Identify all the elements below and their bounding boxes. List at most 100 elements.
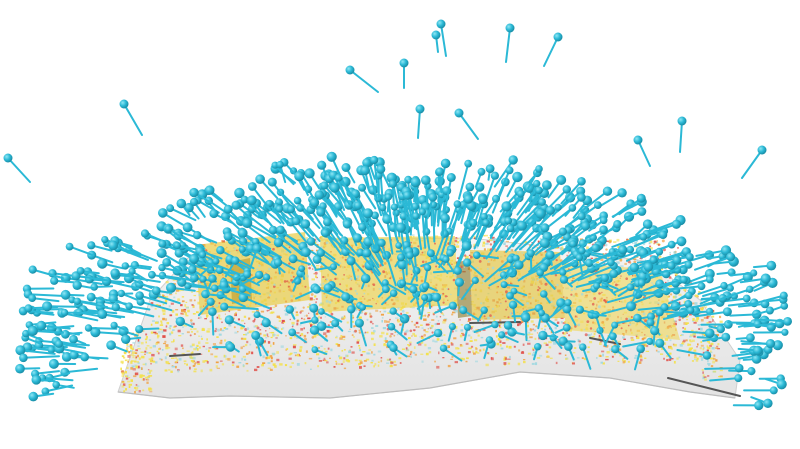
cloud-point: [660, 353, 664, 355]
wall-speckle: [214, 329, 217, 333]
cloud-point: [149, 369, 153, 372]
camera-marker: [521, 313, 531, 342]
cloud-point: [400, 307, 404, 310]
cloud-point: [577, 339, 580, 342]
cloud-point: [121, 355, 125, 358]
camera-marker: [341, 292, 358, 302]
cloud-point: [562, 322, 566, 325]
cloud-point: [275, 337, 278, 339]
cloud-point: [668, 358, 672, 361]
cloud-point: [617, 246, 620, 249]
camera-marker: [498, 331, 519, 343]
wall-speckle: [227, 308, 231, 311]
cloud-point: [387, 359, 391, 361]
wall-speckle: [670, 293, 673, 296]
wall-speckle: [656, 240, 659, 242]
camera-marker: [549, 299, 572, 319]
cloud-point: [617, 340, 621, 343]
cloud-point: [197, 301, 200, 305]
cloud-point: [468, 258, 472, 261]
wall-speckle: [501, 297, 504, 300]
cloud-point: [688, 354, 690, 357]
cloud-point: [246, 340, 249, 344]
cloud-point: [126, 375, 129, 377]
cloud-point: [186, 331, 190, 334]
wall-speckle: [203, 305, 205, 307]
cloud-point: [166, 322, 170, 325]
cloud-point: [149, 375, 153, 377]
cloud-point: [196, 311, 199, 314]
cloud-point: [278, 317, 281, 320]
cloud-point: [664, 338, 669, 341]
camera-marker: [22, 329, 44, 342]
wall-speckle: [532, 297, 534, 299]
cloud-point: [215, 361, 219, 364]
cloud-point: [389, 358, 392, 361]
cloud-point: [224, 339, 227, 342]
wall-speckle: [504, 300, 507, 303]
cloud-point: [602, 362, 605, 365]
cloud-point: [703, 376, 707, 378]
camera-marker: [593, 282, 614, 292]
cloud-point: [454, 361, 458, 364]
cloud-point: [475, 331, 479, 334]
wall-speckle: [405, 329, 409, 333]
wall-speckle: [612, 306, 615, 309]
wall-speckle: [198, 282, 202, 286]
wall-speckle: [438, 323, 440, 325]
cloud-point: [529, 333, 534, 335]
wall-speckle: [463, 266, 466, 269]
cloud-point: [499, 344, 502, 347]
camera-marker: [320, 181, 342, 205]
cloud-point: [694, 356, 697, 359]
cloud-point: [493, 319, 496, 322]
cloud-point: [132, 368, 136, 371]
cloud-point: [491, 236, 495, 240]
wall-speckle: [459, 298, 461, 300]
wall-speckle: [516, 277, 519, 280]
wall-speckle: [442, 301, 445, 304]
cloud-point: [136, 385, 140, 387]
cloud-point: [314, 333, 318, 336]
cloud-point: [131, 348, 135, 350]
wall-speckle: [462, 333, 465, 337]
cloud-point: [465, 360, 468, 363]
camera-marker: [384, 193, 393, 226]
wall-speckle: [417, 245, 420, 248]
cloud-point: [161, 349, 164, 351]
wall-speckle: [476, 266, 479, 269]
cloud-point: [315, 298, 318, 300]
cloud-point: [587, 351, 590, 354]
cloud-point: [663, 342, 667, 345]
wall-speckle: [604, 300, 608, 304]
wall-speckle: [389, 335, 392, 338]
camera-marker: [462, 258, 485, 278]
camera-marker: [418, 208, 427, 249]
wall-speckle: [585, 294, 589, 297]
cloud-point: [366, 352, 370, 355]
camera-marker: [560, 177, 586, 205]
cloud-point: [532, 328, 535, 331]
cloud-point: [171, 357, 175, 359]
cloud-point: [278, 320, 281, 322]
cloud-point: [373, 353, 376, 356]
wall-speckle: [299, 292, 302, 296]
wall-speckle: [516, 251, 519, 254]
cloud-point: [589, 341, 593, 344]
camera-marker: [334, 173, 357, 201]
cloud-point: [135, 332, 139, 334]
cloud-point: [140, 351, 144, 353]
camera-marker: [554, 323, 571, 334]
camera-marker: [677, 116, 687, 153]
cloud-point: [393, 360, 396, 363]
cloud-point: [487, 248, 490, 251]
wall-speckle: [427, 303, 429, 305]
camera-marker: [695, 245, 732, 257]
cloud-point: [127, 361, 129, 363]
wall-speckle: [554, 304, 558, 308]
camera-marker: [508, 300, 518, 323]
cloud-point: [146, 345, 150, 347]
cloud-point: [527, 340, 531, 342]
camera-marker: [512, 220, 527, 239]
cloud-point: [128, 354, 131, 356]
